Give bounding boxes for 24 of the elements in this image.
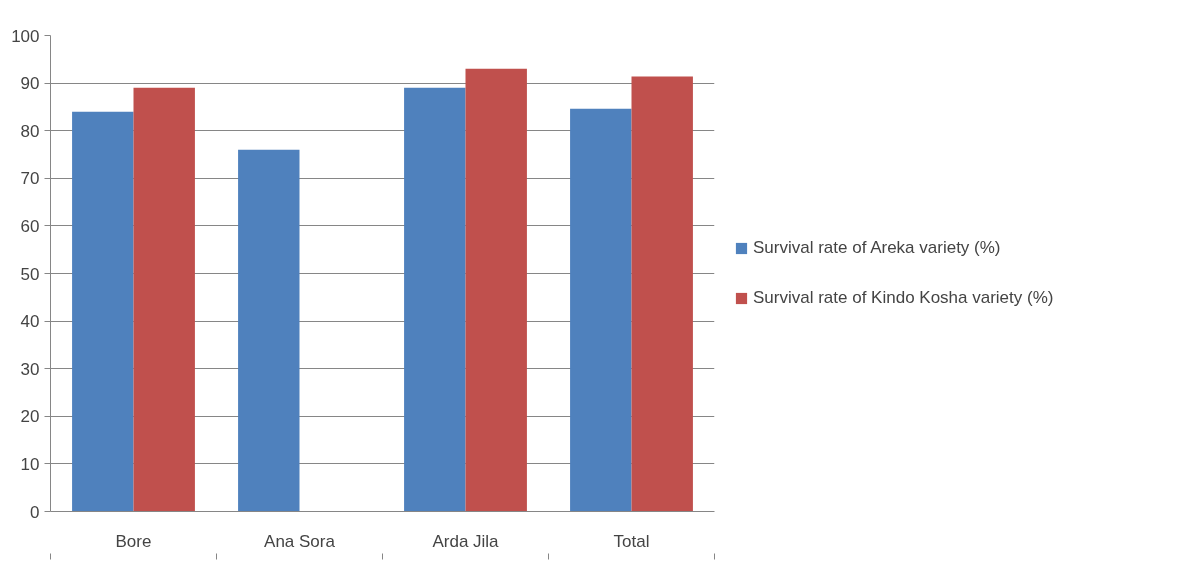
y-tick-label: 80 xyxy=(20,121,40,141)
bar xyxy=(465,68,527,512)
x-tick-label: Bore xyxy=(115,531,152,551)
y-tick-label: 40 xyxy=(20,312,40,332)
bar xyxy=(570,108,632,512)
bar xyxy=(238,149,300,512)
bar xyxy=(404,87,466,512)
y-tick-label: 30 xyxy=(20,359,40,379)
y-tick-label: 10 xyxy=(20,454,40,474)
y-tick-label: 0 xyxy=(30,502,40,522)
bar xyxy=(133,87,195,512)
y-tick-label: 100 xyxy=(11,26,40,46)
y-tick-label: 50 xyxy=(20,264,40,284)
legend-label: Survival rate of Areka variety (%) xyxy=(753,238,1001,258)
y-tick-label: 20 xyxy=(20,407,40,427)
x-tick-label: Arda Jila xyxy=(432,531,500,551)
y-tick-label: 60 xyxy=(20,216,40,236)
bar xyxy=(72,111,134,512)
y-tick-label: 90 xyxy=(20,74,40,94)
x-tick-label: Total xyxy=(613,531,650,551)
x-tick-label: Ana Sora xyxy=(264,531,336,551)
y-tick-label: 70 xyxy=(20,169,40,189)
legend-label: Survival rate of Kindo Kosha variety (%) xyxy=(753,288,1054,308)
bar xyxy=(631,76,693,512)
